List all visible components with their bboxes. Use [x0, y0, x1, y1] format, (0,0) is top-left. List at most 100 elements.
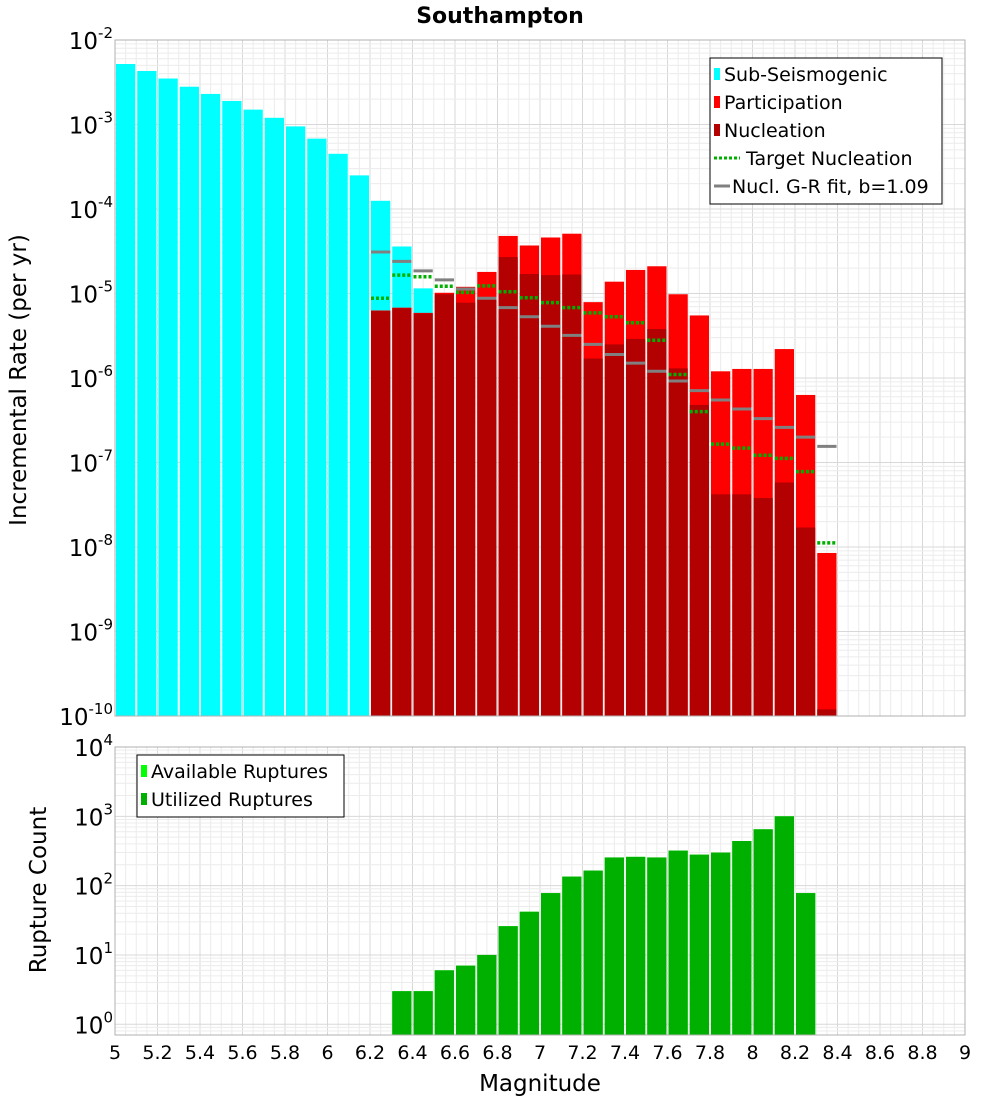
nucleation-bar: [711, 494, 731, 716]
sub-seismogenic-bar: [116, 63, 136, 716]
x-tick-label: 7.8: [695, 1042, 725, 1064]
x-tick-label: 8.6: [865, 1042, 895, 1064]
utilized-ruptures-bar: [668, 850, 688, 1035]
sub-seismogenic-bar: [328, 153, 348, 717]
sub-seismogenic-bar: [264, 117, 284, 716]
nucleation-bar: [456, 302, 476, 716]
x-tick-label: 5.6: [227, 1042, 257, 1064]
nucleation-bar: [647, 329, 667, 716]
x-tick-label: 8.8: [907, 1042, 937, 1064]
top-legend-label: Target Nucleation: [745, 148, 913, 170]
top-y-tick-label: 10-5: [69, 278, 113, 309]
x-tick-label: 6: [321, 1042, 333, 1064]
nucleation-bar: [753, 498, 773, 716]
bottom-legend-label: Available Ruptures: [151, 761, 328, 783]
sub-seismogenic-bar: [179, 86, 199, 716]
utilized-ruptures-bar: [519, 911, 539, 1035]
bottom-y-tick-label: 101: [74, 939, 113, 970]
top-y-axis-label: Incremental Rate (per yr): [6, 234, 32, 526]
chart-title: Southampton: [416, 4, 584, 29]
nucleation-bar: [392, 308, 412, 716]
utilized-ruptures-bar: [732, 841, 752, 1035]
top-y-tick-label: 10-9: [69, 616, 113, 647]
utilized-ruptures-bar: [689, 854, 709, 1035]
sub-seismogenic-bar: [307, 138, 327, 716]
bottom-y-tick-label: 103: [74, 800, 113, 831]
bottom-legend-box: [136, 754, 345, 818]
top-legend-label: Nucl. G-R fit, b=1.09: [732, 176, 929, 198]
top-y-tick-label: 10-8: [69, 531, 113, 562]
top-legend-label: Participation: [724, 92, 843, 114]
x-tick-label: 5.2: [142, 1042, 172, 1064]
x-tick-label: 7.2: [567, 1042, 597, 1064]
top-legend-swatch: [714, 124, 720, 136]
x-tick-label: 5.8: [270, 1042, 300, 1064]
nucleation-bar: [583, 358, 603, 716]
sub-seismogenic-bar: [286, 126, 306, 717]
top-y-tick-label: 10-2: [69, 24, 113, 55]
x-tick-label: 6.8: [482, 1042, 512, 1064]
x-tick-label: 8: [746, 1042, 758, 1064]
bottom-plot-area: 100 101 102 103 104 5 5.2 5.4 5.6 5.8 6 6.2 6.4 6.6 6.…: [74, 731, 971, 1064]
nucleation-bar: [774, 482, 794, 716]
bottom-y-tick-label: 102: [74, 870, 113, 901]
utilized-ruptures-bar: [583, 870, 603, 1035]
sub-seismogenic-bar: [201, 93, 221, 716]
utilized-ruptures-bar: [796, 893, 816, 1035]
nucleation-bar: [604, 344, 624, 716]
top-plot-area: 10-10 10-9 10-8 10-7 10-6 10-5 10-4 10-3 10-2 Sub…: [59, 24, 966, 731]
x-tick-label: 5.4: [185, 1042, 215, 1064]
nucleation-bar: [498, 257, 518, 716]
sub-seismogenic-bar: [349, 175, 369, 716]
utilized-ruptures-bar: [477, 954, 497, 1035]
utilized-ruptures-bar: [647, 857, 667, 1035]
x-tick-label: 5: [109, 1042, 121, 1064]
x-tick-label: 9: [959, 1042, 971, 1064]
sub-seismogenic-bar: [222, 100, 242, 717]
utilized-ruptures-bar: [413, 991, 433, 1035]
top-y-tick-label: 10-4: [69, 193, 113, 224]
nucleation-bar: [541, 275, 561, 716]
sub-seismogenic-bar: [137, 70, 157, 716]
x-tick-label: 8.2: [780, 1042, 810, 1064]
utilized-ruptures-bar: [541, 893, 561, 1035]
nucleation-bar: [371, 311, 391, 716]
utilized-ruptures-bar: [392, 991, 412, 1035]
bottom-legend-swatch: [141, 765, 147, 777]
top-y-tick-label: 10-7: [69, 447, 113, 478]
top-plot-border: [114, 39, 966, 717]
utilized-ruptures-bar: [562, 876, 582, 1035]
bottom-legend-label: Utilized Ruptures: [151, 789, 313, 811]
x-tick-label: 7.4: [610, 1042, 640, 1064]
top-legend-box: [709, 57, 943, 205]
bottom-y-tick-label: 104: [74, 731, 113, 762]
top-y-tick-label: 10-3: [69, 109, 113, 140]
top-legend-label: Nucleation: [724, 120, 826, 142]
x-axis-label: Magnitude: [479, 1071, 601, 1097]
top-legend-swatch: [714, 68, 720, 80]
bottom-legend-swatch: [141, 793, 147, 805]
nucleation-bar: [626, 338, 646, 716]
nucleation-bar: [477, 298, 497, 716]
top-y-tick-label: 10-10: [59, 700, 113, 731]
participation-bar: [817, 552, 837, 716]
top-legend-swatch: [714, 96, 720, 108]
utilized-ruptures-bar: [456, 965, 476, 1035]
bottom-plot-border: [114, 746, 966, 1036]
nucleation-bar: [732, 494, 752, 716]
utilized-ruptures-bar: [753, 829, 773, 1035]
sub-seismogenic-bar: [158, 78, 178, 717]
nucleation-bar: [668, 368, 688, 716]
utilized-ruptures-bar: [498, 926, 518, 1035]
utilized-ruptures-bar: [626, 856, 646, 1035]
nucleation-bar: [796, 527, 816, 716]
utilized-ruptures-bar: [774, 816, 794, 1035]
x-tick-label: 7.6: [652, 1042, 682, 1064]
x-tick-label: 6.6: [440, 1042, 470, 1064]
sub-seismogenic-bar: [243, 109, 263, 716]
nucleation-bar: [434, 294, 454, 716]
bottom-y-tick-label: 100: [74, 1008, 113, 1039]
utilized-ruptures-bar: [434, 970, 454, 1035]
